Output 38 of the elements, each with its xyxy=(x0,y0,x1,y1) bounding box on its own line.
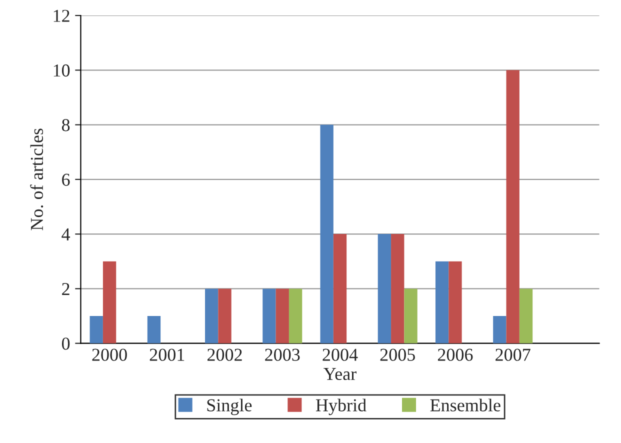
bar xyxy=(147,316,161,344)
x-tick-label: 2000 xyxy=(92,348,127,361)
bar xyxy=(378,234,392,344)
bar xyxy=(519,288,533,344)
x-tick-label: 2006 xyxy=(438,348,473,361)
x-axis-title: Year xyxy=(324,368,356,380)
bar xyxy=(391,234,404,344)
x-tick-label: 2004 xyxy=(322,348,358,361)
bar xyxy=(218,288,232,344)
bar xyxy=(90,316,103,344)
y-tick-label: 4 xyxy=(62,228,70,240)
legend-label: Single xyxy=(207,398,252,416)
legend-label: Hybrid xyxy=(316,398,366,416)
bar xyxy=(493,316,506,344)
bar xyxy=(288,288,302,344)
x-tick-label: 2005 xyxy=(380,348,415,361)
legend-label: Ensemble xyxy=(430,398,500,412)
y-tick-label: 12 xyxy=(54,10,70,22)
x-tick-label: 2001 xyxy=(150,348,184,361)
x-tick-label: 2002 xyxy=(208,348,242,361)
bar xyxy=(506,70,520,344)
bar xyxy=(276,288,289,344)
bar xyxy=(333,234,347,344)
bar xyxy=(320,124,334,344)
bar xyxy=(435,261,449,344)
y-tick-label: 0 xyxy=(62,338,70,350)
y-axis-title: No. of articles xyxy=(30,128,44,230)
bar xyxy=(262,288,276,344)
bar xyxy=(448,261,462,344)
y-tick-label: 6 xyxy=(62,174,70,186)
bar xyxy=(404,288,418,344)
y-tick-label: 10 xyxy=(54,64,70,77)
x-tick-label: 2003 xyxy=(265,348,300,361)
y-tick-label: 8 xyxy=(62,119,70,132)
y-tick-label: 2 xyxy=(62,282,70,295)
bar xyxy=(205,288,218,344)
bar xyxy=(102,261,116,344)
x-tick-label: 2007 xyxy=(496,348,530,361)
